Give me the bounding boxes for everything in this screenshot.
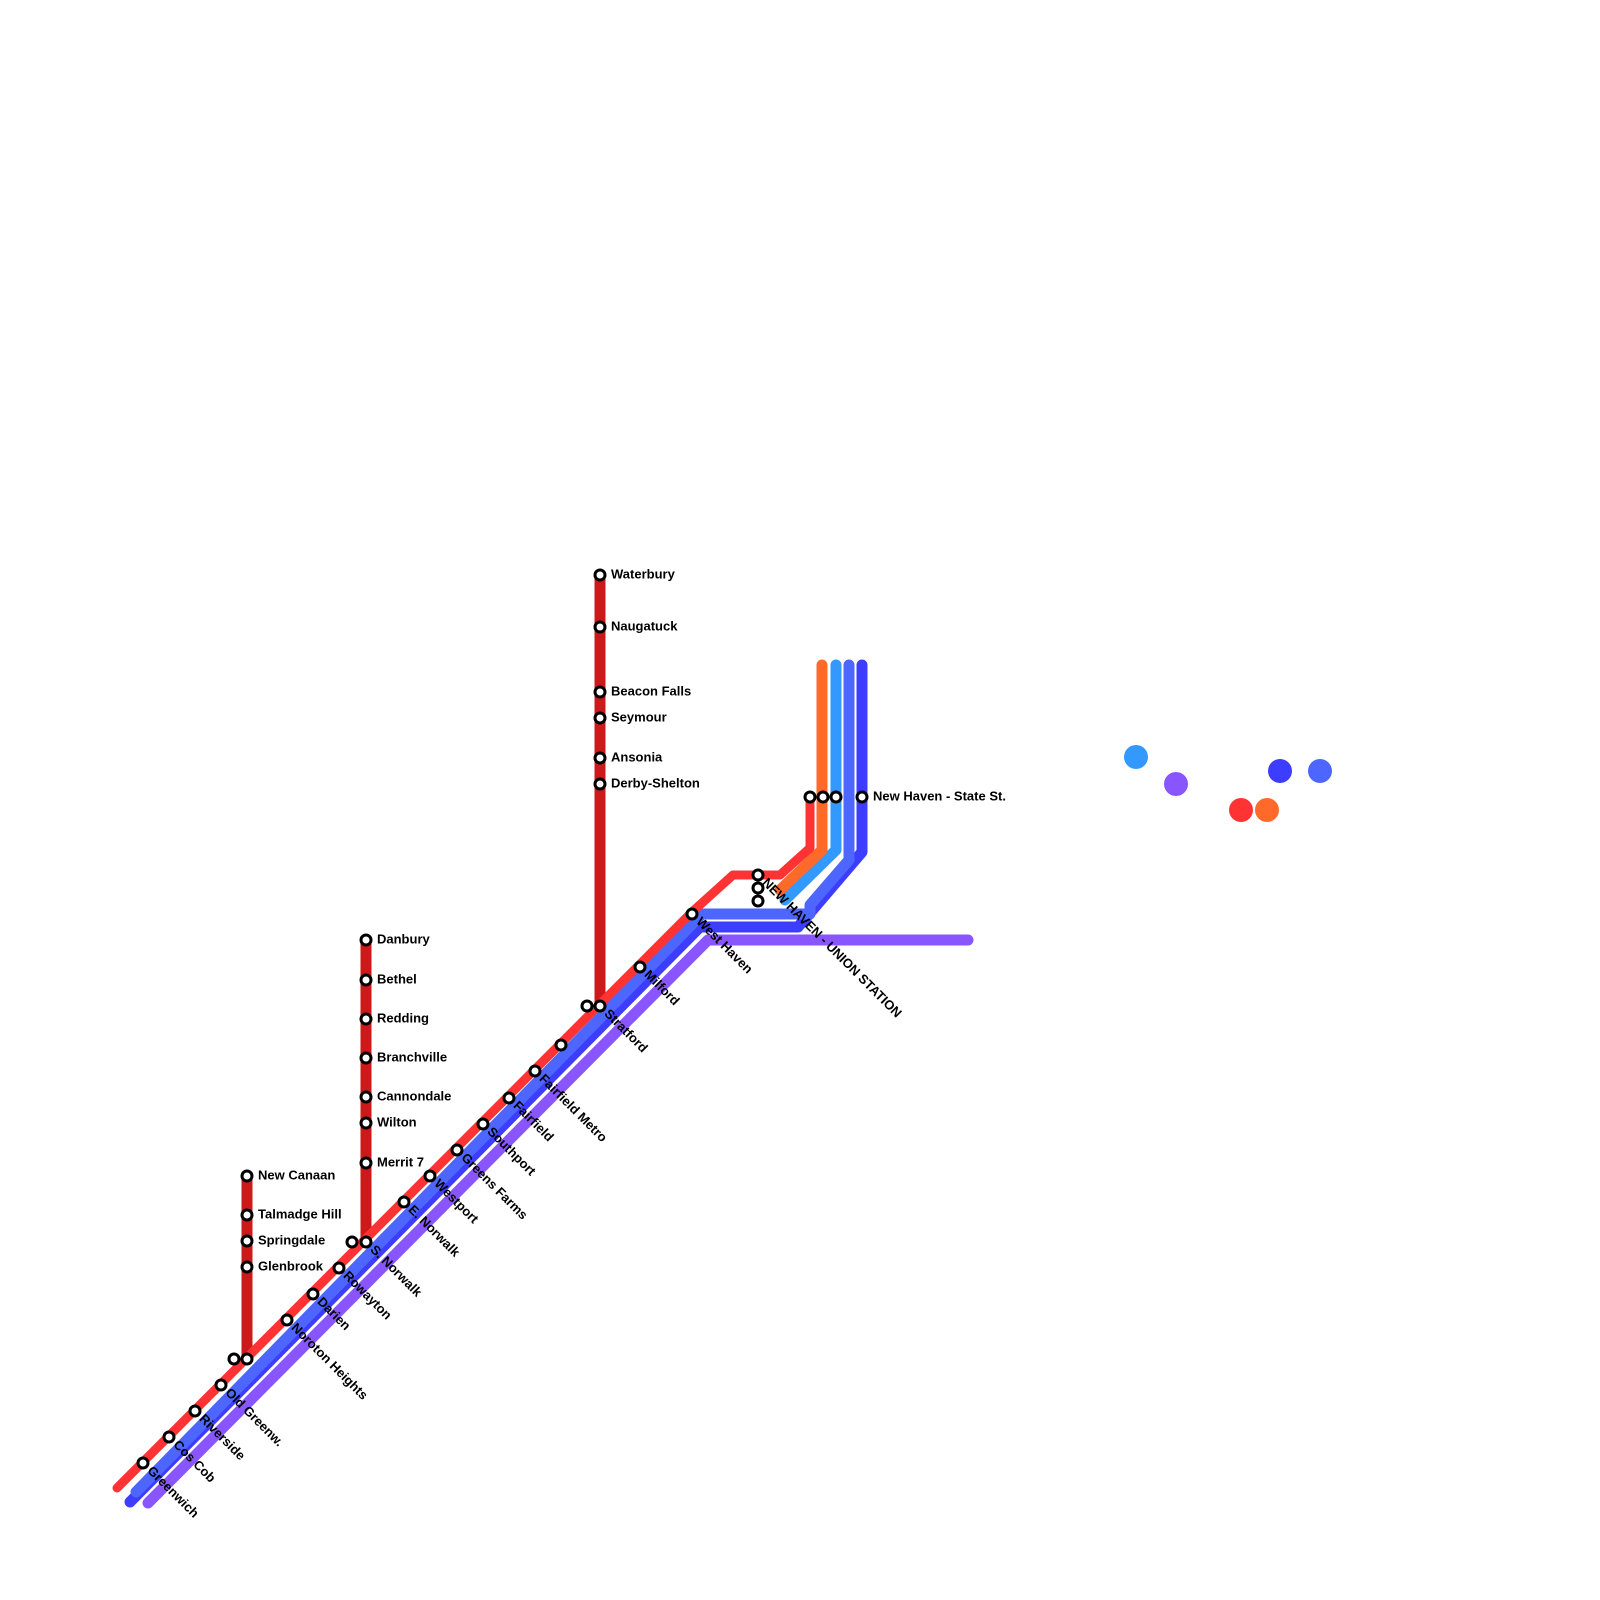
station bbox=[240, 1352, 254, 1366]
blue-line bbox=[130, 659, 855, 1498]
station bbox=[359, 1156, 373, 1170]
station-label: Westport bbox=[431, 1176, 482, 1227]
station bbox=[214, 1378, 228, 1392]
legend-dot bbox=[1308, 759, 1332, 783]
purple-line bbox=[142, 934, 974, 1509]
station bbox=[751, 894, 765, 908]
orange-line bbox=[774, 659, 828, 896]
station-label: Naugatuck bbox=[611, 618, 678, 633]
dark-blue-line bbox=[124, 659, 868, 1508]
station bbox=[240, 1234, 254, 1248]
station bbox=[554, 1038, 568, 1052]
station bbox=[359, 1012, 373, 1026]
station bbox=[227, 1352, 241, 1366]
station bbox=[240, 1260, 254, 1274]
station-label: Noroton Heights bbox=[288, 1320, 371, 1403]
station bbox=[162, 1430, 176, 1444]
sky-line bbox=[779, 659, 842, 906]
station bbox=[528, 1064, 542, 1078]
station-label: New Canaan bbox=[258, 1167, 335, 1182]
station-label: Stratford bbox=[601, 1006, 650, 1055]
station bbox=[476, 1117, 490, 1131]
station bbox=[423, 1169, 437, 1183]
station-label: Springdale bbox=[258, 1232, 325, 1247]
station bbox=[855, 790, 869, 804]
legend-dot bbox=[1268, 759, 1292, 783]
legend-dot bbox=[1164, 772, 1188, 796]
station bbox=[593, 777, 607, 791]
station bbox=[359, 933, 373, 947]
station-label: Beacon Falls bbox=[611, 683, 691, 698]
station bbox=[240, 1169, 254, 1183]
station-label: Cannondale bbox=[377, 1088, 451, 1103]
station bbox=[816, 790, 830, 804]
station bbox=[359, 1116, 373, 1130]
station bbox=[593, 620, 607, 634]
station bbox=[136, 1456, 150, 1470]
station-label: Ansonia bbox=[611, 749, 663, 764]
station-label: NEW HAVEN - UNION STATION bbox=[759, 875, 904, 1020]
station bbox=[751, 881, 765, 895]
station-label: New Haven - State St. bbox=[873, 788, 1006, 803]
station bbox=[359, 1051, 373, 1065]
interchange-stations bbox=[227, 790, 843, 1366]
station-label: Glenbrook bbox=[258, 1258, 324, 1273]
station-label: Wilton bbox=[377, 1114, 417, 1129]
station bbox=[240, 1208, 254, 1222]
station bbox=[332, 1261, 346, 1275]
legend-dots bbox=[1124, 745, 1332, 822]
station bbox=[593, 999, 607, 1013]
station bbox=[593, 711, 607, 725]
station bbox=[359, 1235, 373, 1249]
station bbox=[359, 973, 373, 987]
station-label: Redding bbox=[377, 1010, 429, 1025]
station-label: Talmadge Hill bbox=[258, 1206, 342, 1221]
station bbox=[685, 907, 699, 921]
station-label: Derby-Shelton bbox=[611, 775, 700, 790]
station bbox=[188, 1404, 202, 1418]
station bbox=[593, 685, 607, 699]
station-label: Waterbury bbox=[611, 566, 676, 581]
station bbox=[580, 999, 594, 1013]
station-label: Riverside bbox=[196, 1411, 248, 1463]
station bbox=[829, 790, 843, 804]
station bbox=[751, 868, 765, 882]
station bbox=[345, 1235, 359, 1249]
station bbox=[450, 1143, 464, 1157]
station-label: Bethel bbox=[377, 971, 417, 986]
station bbox=[803, 790, 817, 804]
station bbox=[633, 960, 647, 974]
legend-dot bbox=[1255, 798, 1279, 822]
station-label: Merrit 7 bbox=[377, 1154, 424, 1169]
station bbox=[280, 1313, 294, 1327]
station bbox=[397, 1195, 411, 1209]
station bbox=[593, 751, 607, 765]
station bbox=[593, 568, 607, 582]
station-label: Branchville bbox=[377, 1049, 447, 1064]
station-label: Seymour bbox=[611, 709, 667, 724]
station bbox=[306, 1287, 320, 1301]
station-label: Danbury bbox=[377, 931, 431, 946]
station bbox=[502, 1091, 516, 1105]
legend-dot bbox=[1229, 798, 1253, 822]
station bbox=[359, 1090, 373, 1104]
legend-dot bbox=[1124, 745, 1148, 769]
